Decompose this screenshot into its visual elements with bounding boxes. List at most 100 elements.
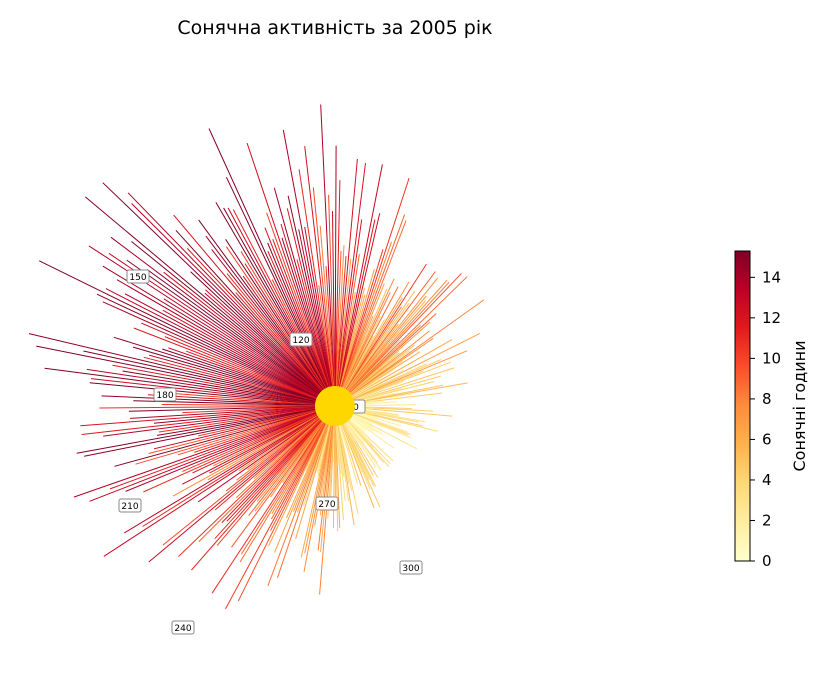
ray xyxy=(281,237,336,407)
ray xyxy=(38,260,336,407)
day-label: 210 xyxy=(118,498,142,513)
ray xyxy=(132,346,336,407)
ray xyxy=(216,405,336,546)
rays-group xyxy=(28,104,485,610)
ray xyxy=(272,239,336,407)
ray xyxy=(240,251,336,407)
ray xyxy=(163,271,336,407)
ray xyxy=(147,394,336,407)
ray xyxy=(124,293,336,407)
ray xyxy=(198,405,336,542)
ray xyxy=(286,208,336,407)
ray xyxy=(273,187,336,407)
ray xyxy=(80,405,336,427)
colorbar xyxy=(734,250,751,562)
ray xyxy=(266,212,336,407)
ray xyxy=(103,405,336,437)
ray xyxy=(186,248,336,407)
svg-text:270: 270 xyxy=(318,500,335,510)
ray xyxy=(28,333,336,407)
ray xyxy=(102,301,336,407)
colorbar-tick-label: 6 xyxy=(762,430,772,448)
ray xyxy=(84,196,336,407)
ray xyxy=(334,220,407,407)
ray xyxy=(168,347,336,407)
ray xyxy=(99,405,336,409)
ray xyxy=(125,405,336,492)
colorbar-tick-label: 0 xyxy=(762,552,772,570)
ray xyxy=(158,405,336,433)
ray xyxy=(191,405,336,571)
ray xyxy=(113,336,336,407)
ray xyxy=(328,194,336,407)
ray xyxy=(239,405,336,563)
colorbar-tick-label: 12 xyxy=(762,309,781,327)
ray xyxy=(215,202,336,407)
ray xyxy=(130,405,336,419)
ray xyxy=(287,195,336,407)
ray xyxy=(162,309,336,407)
ray xyxy=(334,163,366,407)
ray xyxy=(205,235,336,407)
ray xyxy=(76,405,336,454)
ray xyxy=(36,345,336,407)
ray xyxy=(334,177,410,407)
ray xyxy=(225,246,336,407)
ray xyxy=(133,400,336,407)
ray xyxy=(298,169,336,407)
ray xyxy=(89,382,336,407)
ray xyxy=(81,405,336,435)
colorbar-label: Сонячні години xyxy=(790,340,809,471)
ray xyxy=(110,236,336,407)
ray xyxy=(280,223,336,407)
ray xyxy=(282,129,336,407)
ray xyxy=(225,239,336,407)
ray xyxy=(227,207,336,407)
ray xyxy=(334,219,376,407)
ray xyxy=(90,378,336,407)
ray xyxy=(267,405,336,586)
ray xyxy=(105,288,336,407)
ray xyxy=(172,405,336,497)
ray xyxy=(122,370,336,407)
svg-text:120: 120 xyxy=(292,336,309,346)
ray xyxy=(103,405,336,557)
day-labels-group: 120 150 180 210 240 270 300 xyxy=(118,269,423,635)
ray xyxy=(148,405,336,563)
ray xyxy=(86,368,336,407)
day-label: 180 xyxy=(153,387,177,402)
ray xyxy=(334,276,468,407)
ray xyxy=(109,405,336,490)
ray xyxy=(101,395,336,407)
colorbar-tick-label: 8 xyxy=(762,390,772,408)
colorbar-ticks: 0 2 4 6 8 10 12 14 xyxy=(750,268,781,570)
ray xyxy=(211,405,336,594)
ray xyxy=(190,271,336,407)
ray xyxy=(156,405,336,436)
ray xyxy=(320,104,336,407)
ray xyxy=(143,356,336,407)
ray xyxy=(225,176,336,407)
ray xyxy=(128,405,336,412)
sun-overlay xyxy=(315,386,355,426)
ray xyxy=(232,209,336,407)
ray xyxy=(334,145,337,407)
ray xyxy=(124,405,336,534)
ray xyxy=(96,293,336,407)
svg-text:0: 0 xyxy=(353,403,359,413)
ray xyxy=(298,229,336,407)
ray xyxy=(264,227,336,407)
colorbar-tick-label: 2 xyxy=(762,511,772,529)
ray xyxy=(143,405,336,493)
ray xyxy=(225,405,336,610)
ray xyxy=(208,128,336,407)
ray xyxy=(246,142,336,407)
ray xyxy=(173,214,336,407)
ray xyxy=(332,211,336,407)
day-label: 150 xyxy=(126,269,150,284)
ray xyxy=(44,367,336,407)
ray xyxy=(114,405,336,467)
ray xyxy=(127,192,336,407)
ray xyxy=(334,214,406,407)
ray xyxy=(83,350,336,407)
